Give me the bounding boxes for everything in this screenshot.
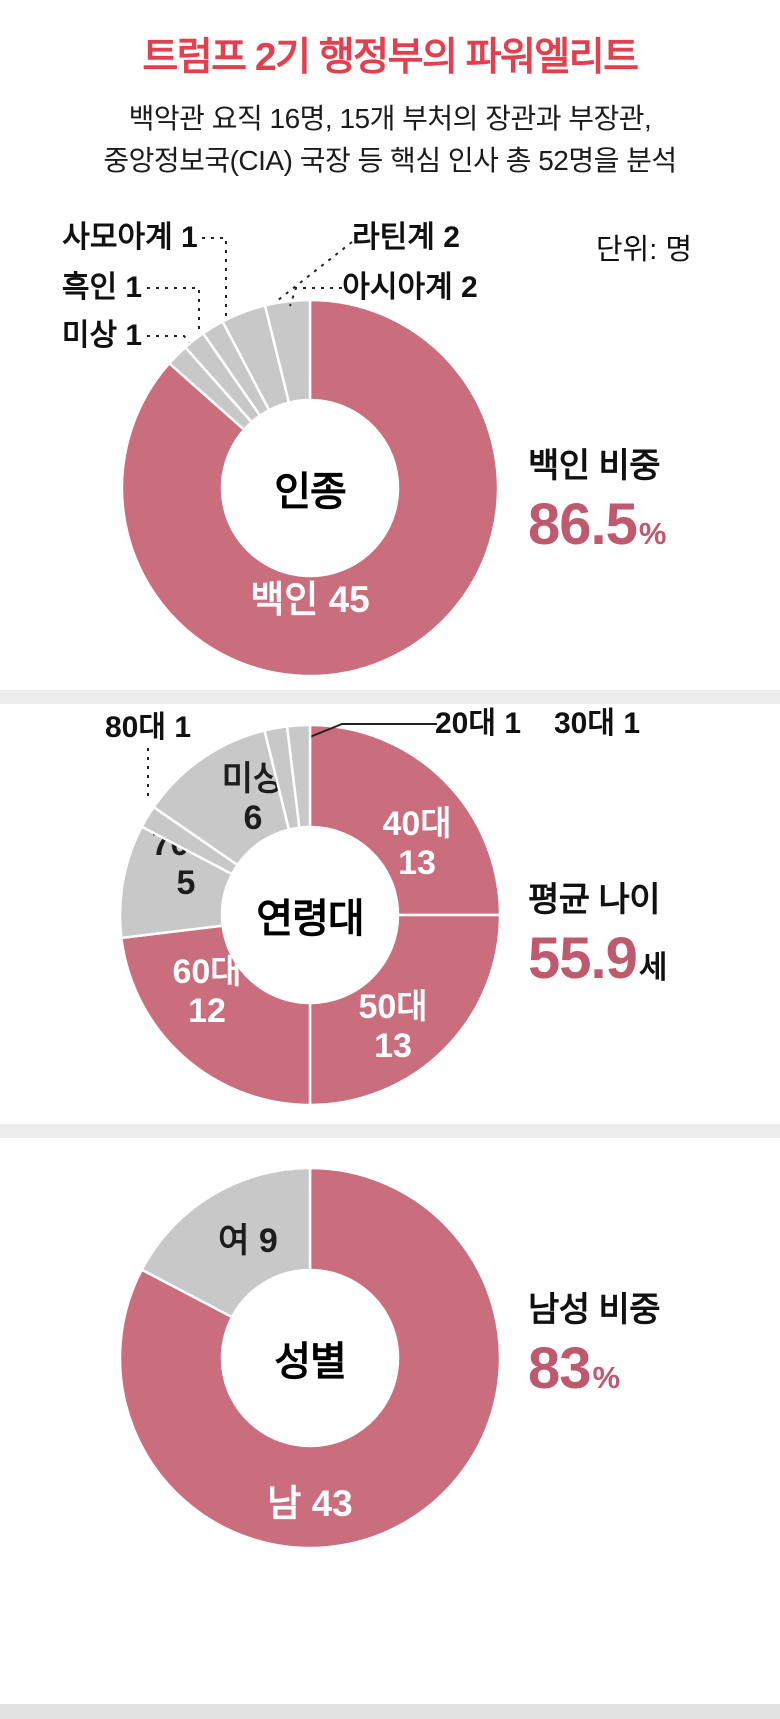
- donut-chart-2: 남 43 여 9: [118, 1166, 502, 1550]
- callout-label: 흑인 1: [62, 271, 142, 304]
- donut-segment: [140, 1166, 312, 1319]
- subtitle-line-1: 백악관 요직 16명, 15개 부처의 장관과 부장관,: [128, 103, 652, 134]
- annotation-unit: %: [592, 1360, 621, 1395]
- segment-label: 여 9: [218, 1222, 278, 1260]
- segment-label: 60대 12: [172, 953, 241, 1030]
- callout-label: 사모아계 1: [62, 221, 197, 254]
- segment-label: 남 43: [267, 1483, 352, 1524]
- leader-line: [147, 335, 199, 354]
- annotation-value: 86.5: [528, 492, 638, 557]
- annotation-value-line: 83%: [528, 1335, 660, 1402]
- annotation-label: 평균 나이: [528, 881, 661, 919]
- annotation-label: 남성 비중: [528, 1291, 661, 1329]
- callout-label: 라틴계 2: [352, 221, 460, 254]
- donut-center-label-race: 인종: [274, 470, 347, 514]
- section-divider: [0, 1124, 780, 1138]
- segment-label: 50대 13: [358, 988, 427, 1065]
- section-divider: [0, 690, 780, 704]
- leader-line: [202, 237, 227, 322]
- donut-center-label-age: 연령대: [256, 897, 364, 941]
- donut-segment: [118, 1166, 502, 1550]
- callout-label: 20대 1: [435, 707, 521, 740]
- donut-segment: [263, 298, 312, 405]
- leader-line: [147, 287, 200, 333]
- annotation-value-line: 86.5%: [528, 491, 666, 558]
- annotation-unit: %: [638, 516, 667, 551]
- donut-chart-0: 백인 45 미상 1 흑인 1 사모아계 1 라틴계 2 아시아계 2: [62, 221, 500, 678]
- leader-line: [289, 287, 342, 307]
- donut-segment: [119, 924, 312, 1107]
- bottom-divider: [0, 1704, 780, 1719]
- segment-label: 백인 45: [250, 579, 370, 620]
- donut-segment: [308, 723, 502, 917]
- segment-label: 40대 13: [382, 805, 451, 882]
- annotation-value: 83: [528, 1336, 592, 1401]
- annotation-unit: 세: [638, 950, 668, 985]
- leader-line: [267, 241, 353, 309]
- callout-label: 미상 1: [62, 319, 142, 352]
- leader-line: [299, 723, 437, 742]
- subtitle-line-2: 중앙정보국(CIA) 국장 등 핵심 인사 총 52명을 분석: [103, 145, 677, 176]
- gender-annotation: 남성 비중 83%: [528, 1282, 661, 1402]
- age-annotation: 평균 나이 55.9세: [528, 872, 667, 992]
- donut-segment: [308, 913, 502, 1107]
- page-title: 트럼프 2기 행정부의 파워엘리트: [142, 36, 639, 79]
- unit-label: 단위: 명: [595, 234, 692, 266]
- page-subtitle: 백악관 요직 16명, 15개 부처의 장관과 부장관, 중앙정보국(CIA) …: [0, 98, 780, 182]
- donut-segment: [285, 723, 312, 830]
- callout-label: 80대 1: [105, 711, 191, 744]
- donut-segment: [120, 298, 500, 678]
- callout-label: 30대 1: [554, 707, 640, 740]
- annotation-value-line: 55.9세: [528, 925, 667, 992]
- donut-center-label-gender: 성별: [274, 1340, 347, 1384]
- callout-label: 아시아계 2: [342, 271, 477, 304]
- annotation-value: 55.9: [528, 926, 638, 991]
- annotation-label: 백인 비중: [528, 447, 661, 485]
- race-annotation: 백인 비중 86.5%: [528, 438, 666, 558]
